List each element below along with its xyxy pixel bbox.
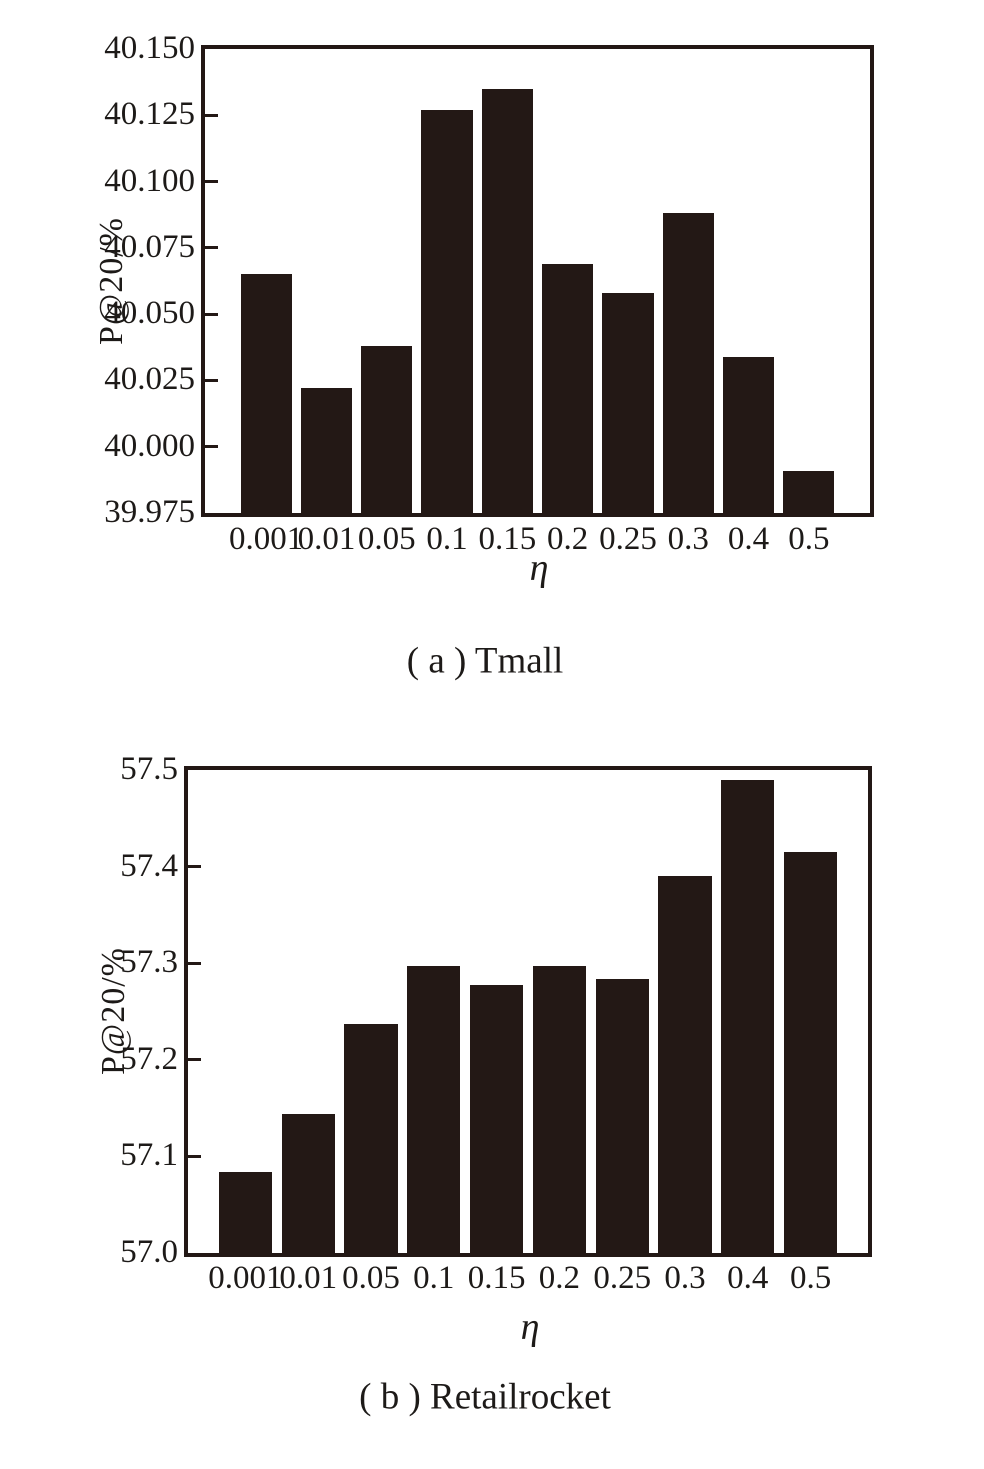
x-tick-label-retailrocket: 0.5 [789,1260,832,1296]
bar-retailrocket-0.4 [721,779,775,1253]
x-tick-label-tmall: 0.001 [229,521,304,557]
x-tick-label-tmall: 0.05 [357,521,416,557]
x-tick-label-tmall: 0.4 [727,521,770,557]
x-tick-label-tmall: 0.5 [788,521,830,557]
bar-tmall-0.15 [481,88,533,513]
y-tick-label-retailrocket: 57.0 [120,1233,178,1270]
x-axis-title-tmall: η [529,547,549,589]
x-tick-label-retailrocket: 0.3 [664,1260,706,1296]
y-tick-label-tmall: 40.075 [104,228,195,265]
plot-area-tmall [201,45,874,517]
bar-tmall-0.4 [722,356,775,513]
bar-tmall-0.3 [662,213,714,513]
y-tick-label-tmall: 40.050 [104,294,195,331]
y-tick-label-tmall: 40.125 [104,96,195,133]
y-tick-label-tmall: 39.975 [104,493,195,530]
y-tick-label-retailrocket: 57.4 [120,847,178,884]
x-tick-label-retailrocket: 0.1 [413,1260,455,1296]
plot-area-retailrocket [184,766,872,1257]
x-axis-title-retailrocket: η [520,1306,540,1348]
bar-retailrocket-0.2 [532,966,587,1253]
caption-retailrocket: ( b ) Retailrocket [359,1376,611,1418]
y-tick-tmall [205,180,218,184]
y-tick-label-tmall: 40.025 [104,361,195,398]
x-tick-label-retailrocket: 0.01 [279,1260,338,1296]
y-tick-retailrocket [188,865,201,869]
y-tick-label-tmall: 40.100 [104,162,195,199]
x-tick-label-retailrocket: 0.4 [727,1260,769,1296]
bar-tmall-0.05 [361,345,413,513]
bar-tmall-0.2 [542,263,594,513]
x-tick-label-retailrocket: 0.25 [593,1260,652,1296]
y-tick-retailrocket [188,1058,201,1062]
x-tick-label-retailrocket: 0.001 [208,1260,283,1296]
y-tick-label-retailrocket: 57.5 [120,750,178,787]
y-tick-retailrocket [188,1154,201,1158]
bar-tmall-0.001 [240,274,292,513]
y-tick-label-retailrocket: 57.3 [120,944,178,981]
y-tick-label-retailrocket: 57.1 [120,1137,178,1174]
x-tick-label-retailrocket: 0.2 [538,1260,581,1296]
y-tick-tmall [205,378,218,382]
caption-tmall: ( a ) Tmall [406,640,564,682]
x-tick-label-tmall: 0.25 [599,521,657,557]
bar-tmall-0.25 [602,292,654,513]
bar-retailrocket-0.15 [469,985,524,1253]
x-tick-label-tmall: 0.1 [426,521,468,557]
x-tick-label-tmall: 0.15 [478,521,537,557]
bar-retailrocket-0.01 [281,1113,335,1253]
bar-retailrocket-0.1 [407,966,461,1253]
y-tick-tmall [205,312,218,316]
bar-retailrocket-0.001 [218,1171,273,1253]
x-tick-label-tmall: 0.01 [297,521,356,557]
x-tick-label-tmall: 0.3 [667,521,709,557]
x-tick-label-retailrocket: 0.15 [467,1260,526,1296]
y-tick-tmall [205,445,218,449]
y-tick-label-tmall: 40.000 [104,427,195,464]
bar-tmall-0.01 [300,388,353,513]
bar-retailrocket-0.3 [658,876,712,1253]
bar-retailrocket-0.5 [783,852,838,1253]
y-tick-tmall [205,113,218,117]
y-tick-label-tmall: 40.150 [104,29,195,66]
x-tick-label-retailrocket: 0.05 [342,1260,400,1296]
bar-tmall-0.5 [783,470,835,513]
y-tick-label-retailrocket: 57.2 [120,1040,178,1077]
bar-retailrocket-0.05 [344,1024,398,1253]
x-tick-label-tmall: 0.2 [547,521,589,557]
y-tick-retailrocket [188,961,201,965]
y-tick-tmall [205,246,218,250]
bar-retailrocket-0.25 [595,978,649,1253]
bar-tmall-0.1 [421,109,473,513]
